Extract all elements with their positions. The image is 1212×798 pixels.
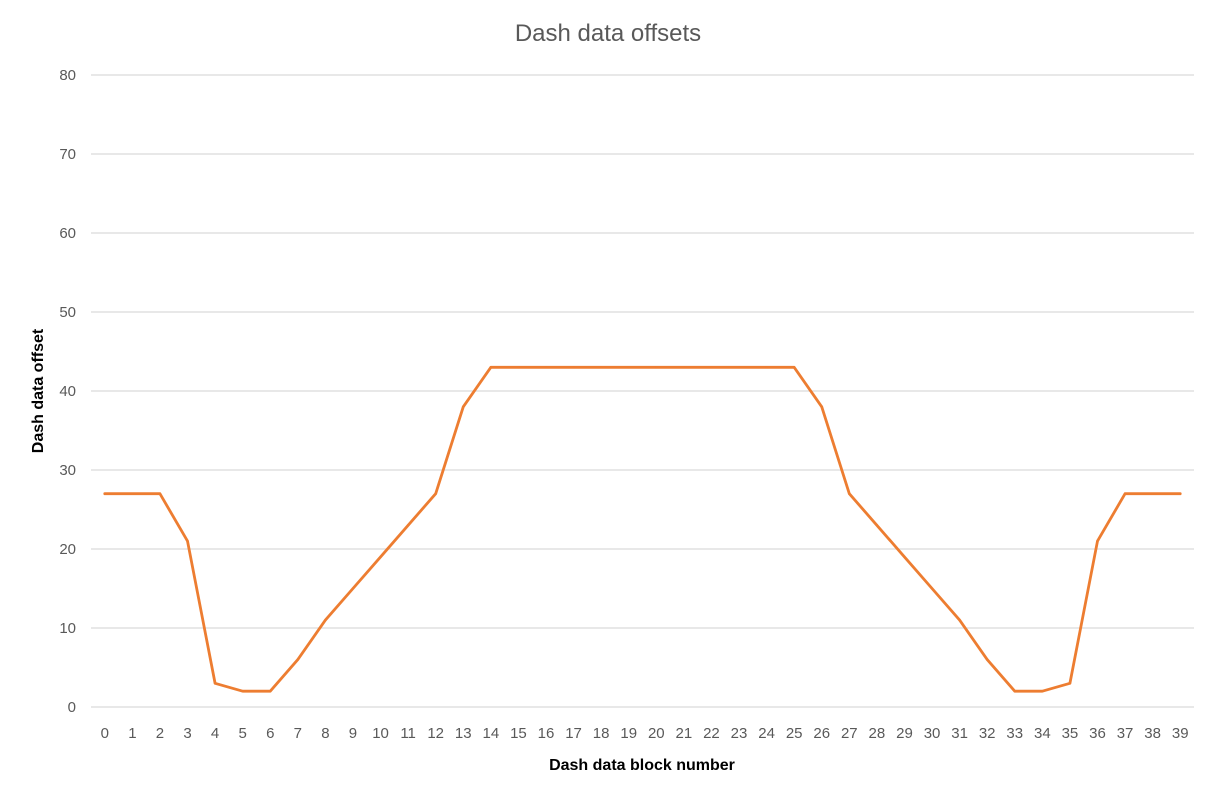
data-point	[296, 658, 300, 661]
y-tick-label: 10	[59, 620, 76, 637]
x-tick-label: 33	[1006, 725, 1023, 742]
x-tick-label: 25	[786, 725, 803, 742]
y-axis-label: Dash data offset	[30, 328, 47, 453]
data-point	[1179, 492, 1182, 495]
x-tick-label: 18	[593, 725, 610, 742]
x-tick-label: 10	[372, 725, 389, 742]
x-tick-label: 21	[676, 725, 693, 742]
x-tick-label: 0	[101, 725, 109, 742]
data-point	[131, 492, 134, 495]
y-tick-label: 40	[59, 383, 76, 400]
data-point	[710, 366, 713, 369]
x-tick-label: 11	[400, 725, 416, 742]
x-tick-label: 1	[128, 725, 136, 742]
x-tick-label: 36	[1089, 725, 1106, 742]
gridlines	[91, 74, 1194, 708]
data-point	[985, 658, 989, 661]
data-point	[406, 524, 410, 527]
data-point	[1151, 492, 1154, 495]
data-point	[1096, 539, 1099, 543]
data-point	[599, 366, 603, 369]
data-point	[1041, 690, 1044, 693]
x-tick-label: 3	[183, 725, 191, 742]
x-tick-label: 38	[1144, 725, 1161, 742]
data-point	[434, 492, 437, 495]
data-point	[489, 366, 493, 369]
y-axis-ticks: 0 10 20 30 40 50 60 70 80	[59, 67, 76, 716]
data-point	[213, 682, 217, 685]
x-tick-label: 5	[238, 725, 246, 742]
x-tick-label: 15	[510, 725, 527, 742]
data-point	[958, 618, 961, 622]
y-tick-label: 70	[59, 146, 76, 163]
data-point	[544, 366, 548, 369]
x-tick-label: 39	[1172, 725, 1189, 742]
series-layer	[103, 365, 1182, 693]
x-tick-label: 7	[294, 725, 302, 742]
y-tick-label: 80	[59, 67, 76, 84]
y-tick-label: 50	[59, 304, 76, 321]
x-tick-label: 9	[349, 725, 357, 742]
x-tick-label: 37	[1117, 725, 1134, 742]
y-tick-label: 20	[59, 541, 76, 558]
data-point	[462, 405, 465, 408]
data-point	[737, 366, 741, 369]
y-tick-label: 0	[68, 699, 76, 716]
data-point	[1123, 492, 1127, 495]
data-point	[682, 366, 686, 369]
x-tick-label: 20	[648, 725, 665, 742]
x-tick-label: 17	[565, 725, 582, 742]
x-tick-label: 27	[841, 725, 858, 742]
x-tick-label: 24	[758, 725, 775, 742]
x-tick-label: 16	[538, 725, 555, 742]
x-tick-label: 35	[1062, 725, 1079, 742]
x-tick-label: 29	[896, 725, 913, 742]
data-point	[627, 366, 630, 369]
data-point	[379, 555, 382, 559]
data-point	[930, 587, 934, 590]
x-tick-label: 12	[427, 725, 444, 742]
data-point	[655, 366, 658, 369]
data-point	[572, 366, 575, 369]
y-tick-label: 60	[59, 225, 76, 242]
data-point	[186, 539, 189, 543]
data-point	[324, 618, 327, 622]
data-point	[875, 524, 879, 527]
x-tick-label: 22	[703, 725, 720, 742]
x-tick-label: 34	[1034, 725, 1051, 742]
x-tick-label: 6	[266, 725, 274, 742]
x-tick-label: 31	[951, 725, 968, 742]
x-axis-ticks: 0 1 2 3 4 5 6 7 8 9 10 11 12 13 14 15 16 17 18 19 20 21 22 23 24…	[101, 725, 1189, 742]
x-tick-label: 13	[455, 725, 472, 742]
y-tick-label: 30	[59, 462, 76, 479]
data-point	[1068, 682, 1072, 685]
data-point	[792, 366, 796, 369]
chart-title: Dash data offsets	[515, 20, 701, 47]
data-point	[103, 492, 106, 495]
data-point	[351, 587, 355, 590]
x-tick-label: 30	[924, 725, 941, 742]
x-tick-label: 8	[321, 725, 329, 742]
series-line-0	[103, 365, 1182, 693]
x-tick-label: 23	[731, 725, 748, 742]
x-tick-label: 28	[869, 725, 886, 742]
x-tick-label: 2	[156, 725, 164, 742]
data-point	[241, 690, 244, 693]
data-point	[848, 492, 851, 495]
data-point	[1013, 690, 1016, 693]
x-tick-label: 26	[813, 725, 830, 742]
x-tick-label: 4	[211, 725, 219, 742]
data-point	[765, 366, 768, 369]
data-point	[820, 405, 823, 408]
x-tick-label: 19	[620, 725, 637, 742]
x-tick-label: 14	[482, 725, 499, 742]
x-axis-label: Dash data block number	[549, 757, 735, 774]
data-point	[903, 555, 906, 559]
data-point	[517, 366, 520, 369]
x-tick-label: 32	[979, 725, 996, 742]
data-point	[269, 690, 272, 693]
data-point	[158, 492, 162, 495]
